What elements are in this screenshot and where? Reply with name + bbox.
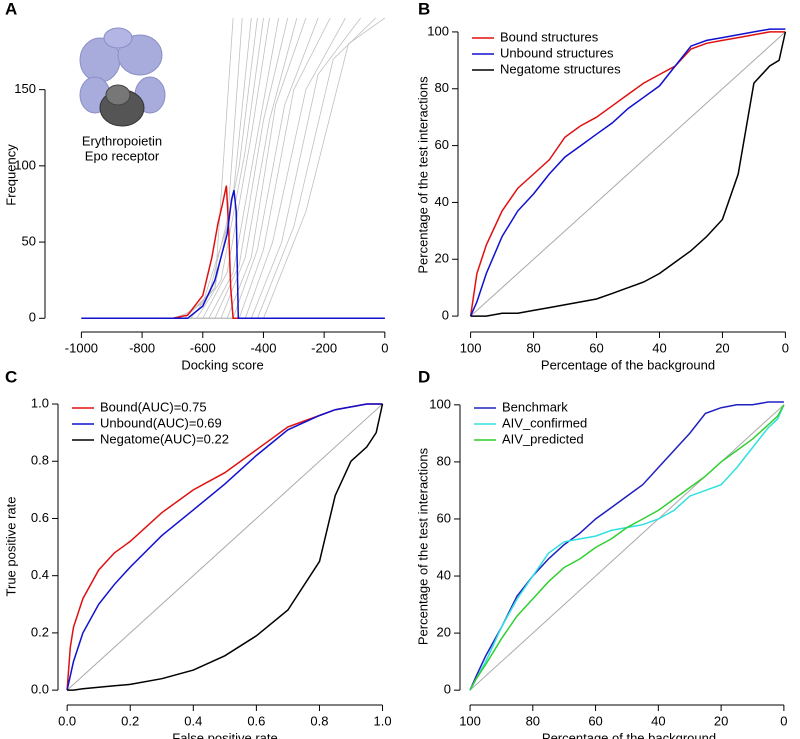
legend-label: Negatome structures [500, 61, 621, 76]
y-tick-label: 0 [444, 682, 451, 697]
y-tick-label: 0 [442, 308, 449, 323]
legend-label: Unbound structures [500, 45, 614, 60]
x-tick-label: -600 [190, 340, 216, 355]
x-axis-label: Docking score [181, 357, 263, 372]
x-tick-label: 100 [460, 340, 482, 355]
series-line [67, 403, 384, 691]
y-tick-label: 150 [14, 81, 36, 96]
y-tick-label: 60 [437, 510, 451, 525]
y-axis-label: Percentage of the test interactions [415, 447, 430, 645]
panel: B 0 20 40 60 80 100 100 80 60 40 20 0 Percentage of t… [415, 0, 789, 372]
x-axis-label: Percentage of the background [541, 357, 715, 372]
y-tick-label: 0 [29, 310, 36, 325]
panel-letter: C [5, 367, 17, 386]
series-line [81, 190, 385, 320]
y-tick-label: 1.0 [31, 395, 49, 410]
x-tick-label: 60 [589, 340, 603, 355]
panel-letter: D [418, 367, 430, 386]
y-tick-label: 100 [429, 396, 451, 411]
x-tick-label: -400 [250, 340, 276, 355]
x-tick-label: 20 [714, 713, 728, 728]
x-tick-label: 0 [780, 713, 787, 728]
x-tick-label: 100 [459, 713, 481, 728]
series-line [81, 18, 386, 319]
x-tick-label: -200 [311, 340, 337, 355]
x-tick-label: 20 [715, 340, 729, 355]
x-tick-label: 80 [526, 713, 540, 728]
x-axis-label: Percentage of the background [542, 730, 716, 739]
annotation: Erythropoietin [82, 133, 162, 148]
y-tick-label: 20 [435, 251, 449, 266]
series-line [470, 31, 787, 317]
series-line [469, 404, 785, 691]
x-tick-label: 0.4 [184, 713, 202, 728]
annotation: Epo receptor [85, 148, 160, 163]
y-tick-label: 60 [435, 137, 449, 152]
x-tick-label: 80 [526, 340, 540, 355]
y-axis-label: Percentage of the test interactions [415, 76, 430, 274]
y-tick-label: 0.8 [31, 453, 49, 468]
y-tick-label: 80 [435, 80, 449, 95]
x-tick-label: -800 [129, 340, 155, 355]
x-axis-label: False positive rate [172, 730, 278, 739]
series-line [469, 31, 786, 317]
legend-label: Bound(AUC)=0.75 [100, 399, 207, 414]
legend-label: AIV_confirmed [502, 415, 587, 430]
y-tick-label: 100 [427, 23, 449, 38]
panel-letter: B [418, 0, 430, 18]
y-tick-label: 20 [437, 625, 451, 640]
legend-label: Unbound(AUC)=0.69 [100, 415, 222, 430]
y-tick-label: 0.0 [31, 682, 49, 697]
reference-diagonal [470, 31, 786, 317]
legend-label: AIV_predicted [502, 431, 584, 446]
x-tick-label: 40 [652, 340, 666, 355]
panel-letter: A [5, 0, 17, 18]
y-axis-label: Frequency [3, 144, 18, 206]
reference-diagonal [469, 404, 785, 691]
y-tick-label: 40 [435, 194, 449, 209]
y-tick-label: 40 [437, 567, 451, 582]
y-tick-label: 50 [22, 234, 36, 249]
x-tick-label: 60 [588, 713, 602, 728]
x-tick-label: 0 [381, 340, 388, 355]
reference-diagonal [66, 403, 383, 691]
series-line [469, 401, 784, 691]
x-tick-label: -1000 [65, 340, 98, 355]
x-tick-label: 0 [782, 340, 789, 355]
panel: A 0 50 100 150 -1000 -800 -600 -400 -200 0 Docking … [3, 0, 388, 372]
series-line [469, 28, 786, 317]
y-axis-label: True positive rate [3, 497, 18, 597]
x-tick-label: 40 [651, 713, 665, 728]
y-tick-label: 100 [14, 157, 36, 172]
x-tick-label: 0.6 [247, 713, 265, 728]
x-tick-label: 1.0 [373, 713, 391, 728]
protein-image [79, 27, 166, 127]
panel: D 0 20 40 60 80 100 100 80 60 40 20 0 Percentage of t… [415, 367, 787, 739]
x-tick-label: 0.8 [310, 713, 328, 728]
y-tick-label: 0.6 [31, 510, 49, 525]
series-line [81, 185, 385, 320]
series-line [66, 403, 383, 691]
y-tick-label: 0.2 [31, 624, 49, 639]
x-tick-label: 0.0 [58, 713, 76, 728]
legend-label: Benchmark [502, 399, 568, 414]
legend-label: Bound structures [500, 29, 599, 44]
legend-label: Negatome(AUC)=0.22 [100, 431, 229, 446]
panel: C 0.0 0.2 0.4 0.6 0.8 1.0 0.0 0.2 0.4 0.6 0.8 1.0 Fal… [3, 367, 391, 739]
x-tick-label: 0.2 [121, 713, 139, 728]
y-tick-label: 80 [437, 453, 451, 468]
y-tick-label: 0.4 [31, 567, 49, 582]
